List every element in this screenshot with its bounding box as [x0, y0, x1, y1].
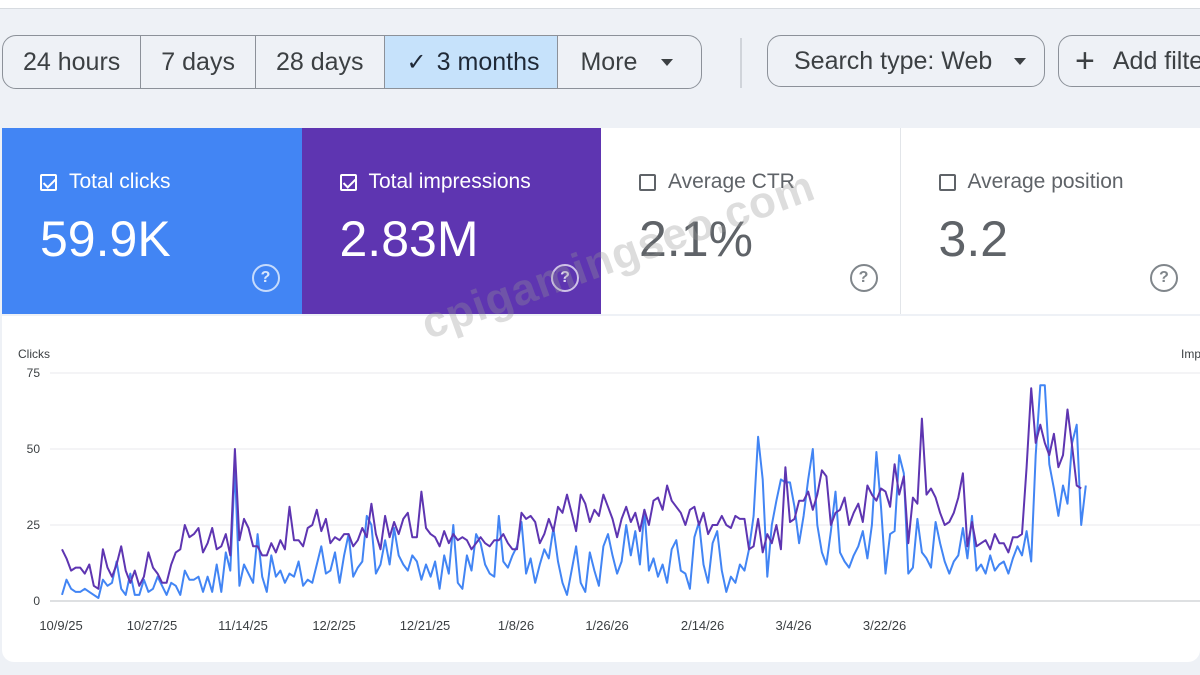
metric-label: Average CTR — [668, 170, 795, 193]
checkbox-checked-icon[interactable] — [339, 173, 357, 191]
x-tick-label: 1/26/26 — [585, 618, 628, 633]
range-option-3-months[interactable]: ✓ 3 months — [384, 36, 559, 88]
metric-card-average-position[interactable]: Average position 3.2 ? — [900, 128, 1200, 314]
y-axis-label-right: Imp — [1181, 347, 1200, 361]
x-tick-label: 10/9/25 — [39, 618, 82, 633]
x-tick-label: 3/22/26 — [863, 618, 906, 633]
y-tick-label: 25 — [27, 518, 41, 532]
search-type-dropdown[interactable]: Search type: Web — [767, 35, 1045, 87]
metric-value: 3.2 — [938, 211, 1009, 267]
range-label: 3 months — [436, 47, 540, 76]
y-tick-label: 0 — [33, 594, 40, 608]
range-label: 7 days — [161, 47, 235, 76]
toolbar-divider — [740, 38, 742, 88]
add-filter-label: Add filte — [1112, 46, 1200, 75]
x-tick-label: 12/21/25 — [400, 618, 451, 633]
metric-card-total-clicks[interactable]: Total clicks 59.9K ? — [2, 128, 302, 314]
range-more-dropdown[interactable]: More — [558, 36, 701, 88]
metric-label: Average position — [967, 170, 1124, 193]
metric-value: 59.9K — [40, 211, 171, 267]
help-icon[interactable]: ? — [251, 264, 280, 292]
x-tick-label: 1/8/26 — [498, 618, 534, 633]
checkbox-unchecked-icon[interactable] — [938, 173, 956, 191]
y-tick-label: 75 — [27, 366, 41, 380]
range-label: 28 days — [275, 47, 364, 76]
chevron-down-icon — [661, 58, 674, 66]
range-option-24-hours[interactable]: 24 hours — [3, 36, 142, 88]
series-line-impressions — [61, 387, 1082, 590]
range-option-7-days[interactable]: 7 days — [141, 36, 256, 88]
y-axis-label-left: Clicks — [18, 347, 50, 361]
range-option-28-days[interactable]: 28 days — [256, 36, 385, 88]
top-border — [0, 0, 1200, 9]
add-filter-button[interactable]: + Add filte — [1058, 35, 1200, 87]
metric-card-total-impressions[interactable]: Total impressions 2.83M ? — [301, 128, 601, 314]
range-label: 24 hours — [23, 47, 121, 76]
performance-chart-panel: Clicks Imp 0 25 50 75 10/9/25 10/27/25 11/14/… — [2, 316, 1200, 662]
checkbox-checked-icon[interactable] — [40, 173, 57, 191]
metric-label: Total clicks — [69, 170, 171, 193]
help-icon[interactable]: ? — [849, 264, 878, 292]
metric-value: 2.83M — [339, 211, 479, 267]
y-tick-label: 50 — [27, 442, 41, 456]
checkmark-icon: ✓ — [406, 48, 427, 76]
metric-value: 2.1% — [639, 211, 753, 267]
metric-label: Total impressions — [368, 170, 531, 193]
x-tick-label: 3/4/26 — [775, 618, 811, 633]
x-tick-label: 11/14/25 — [218, 618, 268, 633]
x-tick-label: 2/14/26 — [681, 618, 724, 633]
plus-icon: + — [1075, 42, 1095, 80]
performance-chart[interactable]: Clicks Imp 0 25 50 75 10/9/25 10/27/25 11/14/… — [2, 316, 1200, 662]
checkbox-unchecked-icon[interactable] — [639, 173, 656, 191]
x-tick-label: 12/2/25 — [312, 618, 355, 633]
metric-card-average-ctr[interactable]: Average CTR 2.1% ? — [601, 128, 901, 314]
metric-cards: Total clicks 59.9K ? Total impressions 2… — [2, 128, 1200, 314]
help-icon[interactable]: ? — [1150, 264, 1179, 292]
help-icon[interactable]: ? — [551, 264, 579, 292]
x-tick-label: 10/27/25 — [127, 618, 178, 633]
chevron-down-icon — [1014, 57, 1027, 65]
search-type-label: Search type: Web — [794, 46, 993, 75]
date-range-selector: 24 hours 7 days 28 days ✓ 3 months More — [2, 35, 703, 89]
more-label: More — [580, 47, 638, 76]
